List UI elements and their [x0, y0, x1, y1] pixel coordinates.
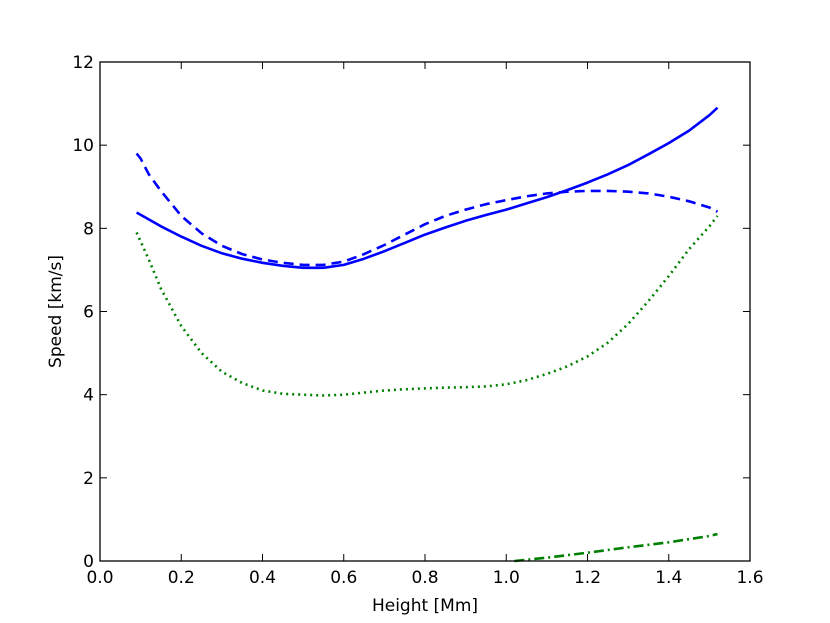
plot-area — [135, 106, 719, 563]
y-tick-label: 4 — [83, 386, 94, 406]
series-line-3-dotted — [135, 215, 719, 397]
series-line-2-dashed — [135, 152, 719, 267]
y-tick-label: 12 — [72, 53, 94, 73]
x-tick-label: 1.2 — [574, 568, 601, 588]
x-tick-label: 0.8 — [411, 568, 438, 588]
x-tick-label: 1.0 — [493, 568, 520, 588]
plot-frame — [99, 61, 751, 562]
y-axis: 0 2 4 6 8 10 12 — [72, 53, 750, 572]
y-axis-title: Speed [km/s] — [46, 255, 66, 368]
x-tick-label: 1.4 — [655, 568, 682, 588]
x-tick-label: 0.2 — [168, 568, 195, 588]
series-line-1-solid — [135, 106, 719, 270]
y-tick-label: 10 — [72, 136, 94, 156]
x-tick-label: 0.6 — [330, 568, 357, 588]
series-line-4-dashdot — [514, 532, 718, 563]
x-axis-title: Height [Mm] — [372, 596, 478, 616]
x-axis: 0.0 0.2 0.4 0.6 0.8 1.0 1.2 1.4 1.6 — [86, 62, 764, 588]
x-tick-label: 1.6 — [736, 568, 763, 588]
y-tick-label: 6 — [83, 303, 94, 323]
y-tick-label: 8 — [83, 219, 94, 239]
y-tick-label: 0 — [83, 552, 94, 572]
x-tick-label: 0.4 — [249, 568, 276, 588]
x-tick-label: 0.0 — [86, 568, 113, 588]
y-tick-label: 2 — [83, 469, 94, 489]
